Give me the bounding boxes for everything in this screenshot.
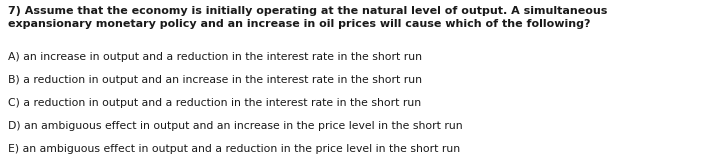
Text: E) an ambiguous effect in output and a reduction in the price level in the short: E) an ambiguous effect in output and a r… — [8, 144, 460, 154]
Text: A) an increase in output and a reduction in the interest rate in the short run: A) an increase in output and a reduction… — [8, 52, 422, 62]
Text: D) an ambiguous effect in output and an increase in the price level in the short: D) an ambiguous effect in output and an … — [8, 121, 462, 131]
Text: B) a reduction in output and an increase in the interest rate in the short run: B) a reduction in output and an increase… — [8, 75, 422, 85]
Text: C) a reduction in output and a reduction in the interest rate in the short run: C) a reduction in output and a reduction… — [8, 98, 421, 108]
Text: 7) Assume that the economy is initially operating at the natural level of output: 7) Assume that the economy is initially … — [8, 6, 607, 29]
